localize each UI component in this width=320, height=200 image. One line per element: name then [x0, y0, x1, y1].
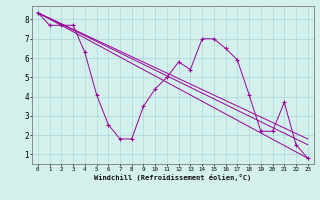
X-axis label: Windchill (Refroidissement éolien,°C): Windchill (Refroidissement éolien,°C): [94, 174, 252, 181]
